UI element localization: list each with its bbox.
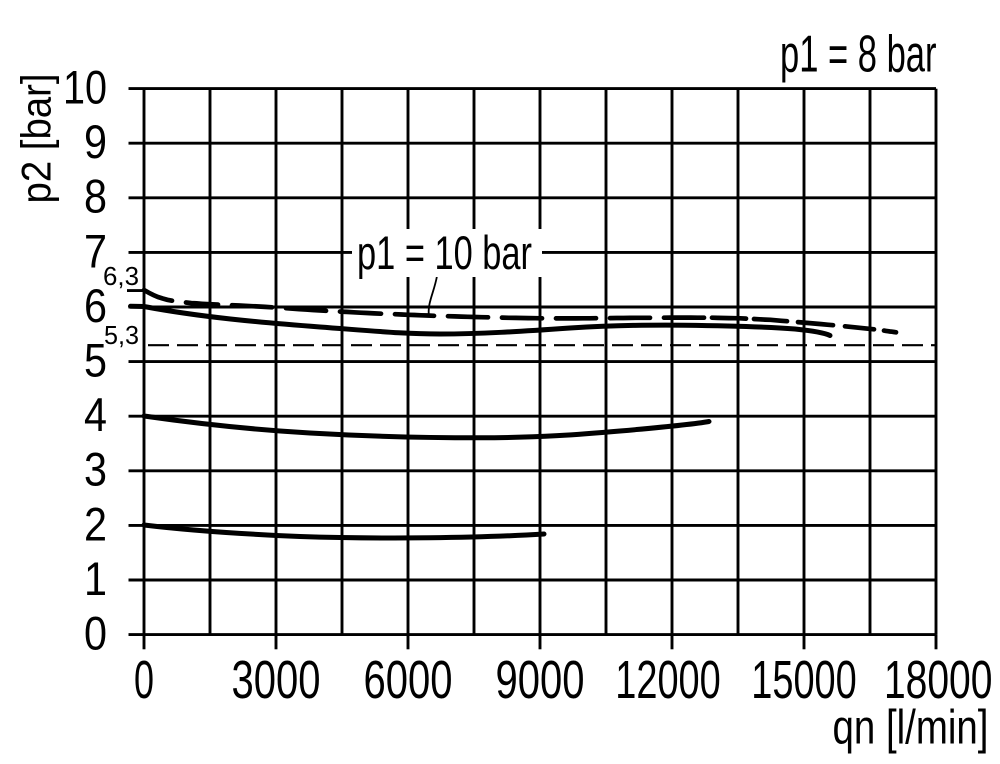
svg-text:9: 9: [84, 115, 107, 168]
svg-text:6,3: 6,3: [103, 261, 139, 291]
svg-text:5: 5: [84, 334, 107, 387]
svg-text:2: 2: [84, 497, 107, 550]
svg-text:p2 [bar]: p2 [bar]: [13, 74, 60, 204]
svg-text:6000: 6000: [364, 650, 453, 710]
svg-text:0: 0: [84, 607, 107, 660]
svg-text:qn [l/min]: qn [l/min]: [833, 702, 989, 755]
svg-text:15000: 15000: [751, 650, 857, 710]
svg-text:3: 3: [84, 443, 107, 496]
svg-text:5,3: 5,3: [104, 320, 139, 350]
svg-text:p1 = 10 bar: p1 = 10 bar: [357, 226, 532, 279]
svg-text:p1 = 8 bar: p1 = 8 bar: [780, 26, 937, 84]
svg-text:9000: 9000: [496, 650, 585, 710]
svg-text:0: 0: [134, 650, 154, 710]
svg-text:8: 8: [84, 170, 107, 223]
svg-text:3000: 3000: [232, 650, 321, 710]
svg-text:6: 6: [84, 279, 107, 332]
svg-text:12000: 12000: [615, 650, 721, 710]
svg-text:7: 7: [84, 224, 107, 277]
svg-text:18000: 18000: [884, 650, 993, 710]
svg-text:4: 4: [84, 388, 107, 441]
svg-text:1: 1: [84, 552, 107, 605]
svg-text:10: 10: [63, 61, 107, 114]
